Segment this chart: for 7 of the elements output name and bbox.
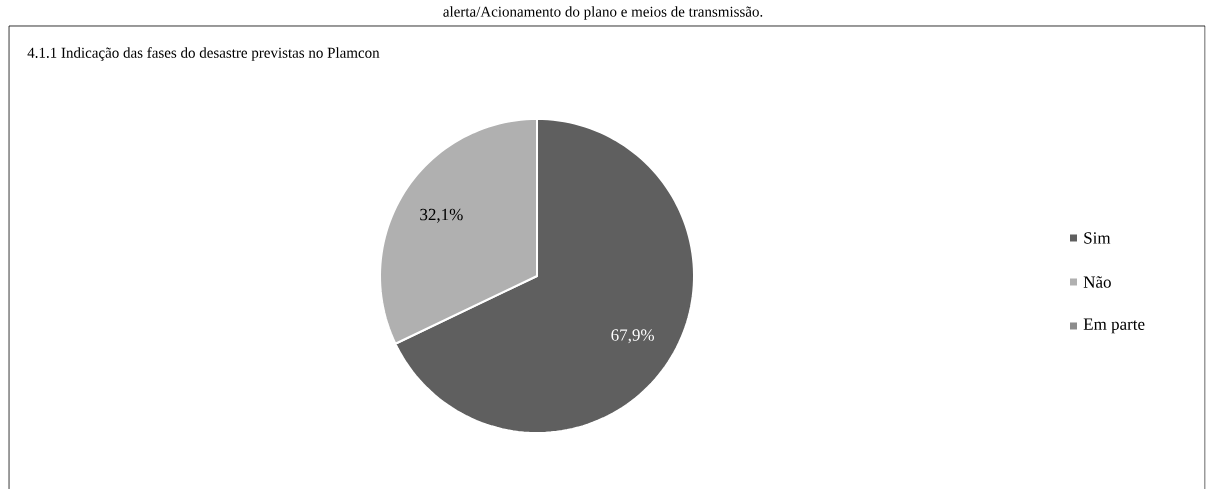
legend-label: Não <box>1083 276 1111 288</box>
text: alerta/Acionamento do plano e meios de transmissão. <box>443 6 763 20</box>
legend-label: Em parte <box>1083 318 1145 334</box>
legend-label: Sim <box>1084 232 1111 244</box>
text: 4.1.1 Indicação das fases do desastre previstas no Plamcon <box>27 47 380 61</box>
data-label: 32,1% <box>420 208 463 223</box>
data-label: 67,9% <box>611 329 655 344</box>
